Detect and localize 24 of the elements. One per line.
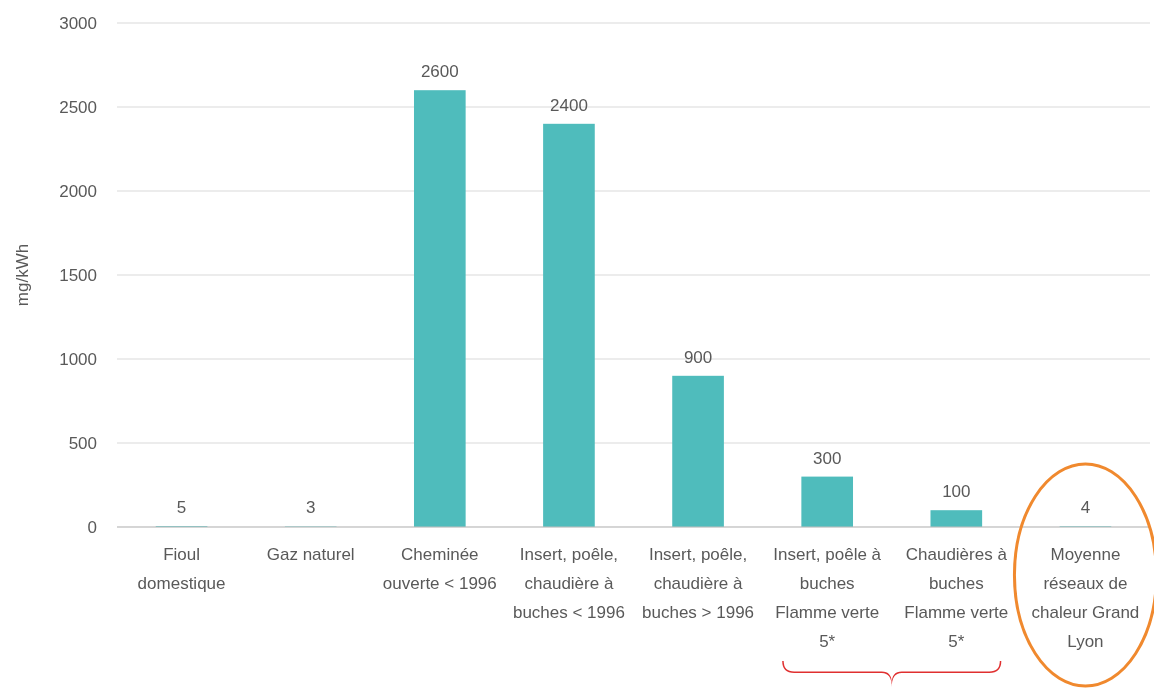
data-label: 2400 [550,95,588,115]
y-tick-label: 3000 [59,13,97,33]
x-tick-label: Moyenne réseaux de chaleur Grand Lyon [1031,545,1140,651]
x-tick-label: Insert, poêle, chaudière à buches < 1996 [512,545,625,622]
x-tick-label: Chaudières à buches Flamme verte 5* [904,545,1009,651]
y-axis-title: mg/kWh [13,243,32,307]
y-tick-label: 0 [87,517,97,537]
x-tick-label: Insert, poêle à buches Flamme verte 5* [773,545,882,651]
data-label: 5 [176,498,187,518]
x-tick-label: Insert, poêle, chaudière à buches > 1996 [642,545,755,622]
y-tick-label: 2500 [59,97,97,117]
data-label: 3 [305,498,316,518]
x-tick-label: Fioul domestique [137,545,226,593]
x-tick-label: Gaz naturel [266,545,355,564]
y-tick-label: 1500 [59,265,97,285]
data-label: 900 [683,347,713,367]
y-tick-label: 500 [68,433,97,453]
data-label: 300 [813,448,842,468]
x-tick-label: Cheminée ouverte < 1996 [382,545,497,593]
y-tick-label: 1000 [59,349,97,369]
data-label: 4 [1080,498,1091,518]
data-label: 2600 [420,62,459,82]
data-label: 100 [942,482,971,502]
y-tick-label: 2000 [59,181,97,201]
